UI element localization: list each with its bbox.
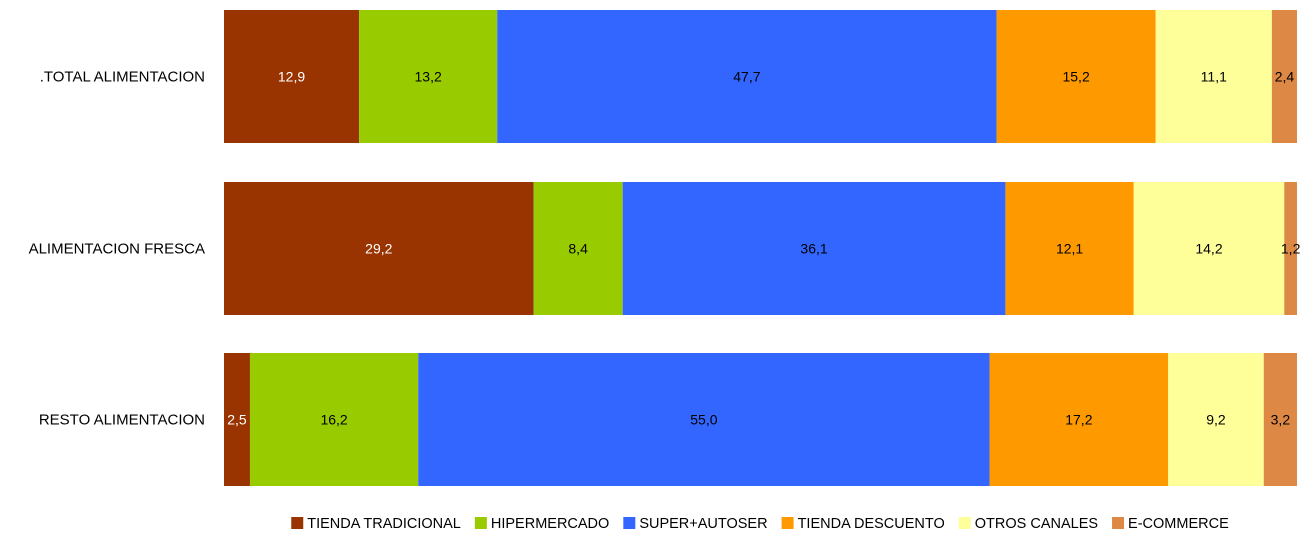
data-label: 47,7 [733, 69, 760, 85]
data-label: 36,1 [800, 241, 827, 257]
bar-segment [622, 182, 1006, 315]
category-labels: .TOTAL ALIMENTACION ALIMENTACION FRESCA RE… [29, 69, 205, 429]
bar-segment [1263, 353, 1297, 486]
bar-segment [224, 182, 534, 315]
legend-item: TIENDA TRADICIONAL [291, 516, 461, 532]
data-label: 14,2 [1195, 241, 1222, 257]
segment-labels: 12,9 13,2 47,7 15,2 11,1 2,4 29,2 8,4 36,1 12,1 14… [227, 69, 1300, 428]
bar-segment [249, 353, 419, 486]
legend-label: OTROS CANALES [975, 516, 1098, 532]
bar-segment [1133, 182, 1285, 315]
data-label: 13,2 [415, 69, 442, 85]
data-label: 15,2 [1062, 69, 1089, 85]
legend-swatch [474, 517, 487, 529]
bar-segment [1284, 182, 1297, 315]
legend-label: TIENDA DESCUENTO [798, 516, 945, 532]
bar-segment [989, 353, 1169, 486]
legend: TIENDA TRADICIONAL HIPERMERCADO SUPER+AUTO… [291, 516, 1229, 532]
bar-segment [1155, 10, 1272, 143]
legend-item: HIPERMERCADO [474, 516, 609, 532]
data-label: 12,9 [278, 69, 305, 85]
legend-item: OTROS CANALES [958, 516, 1098, 532]
legend-label: TIENDA TRADICIONAL [307, 516, 461, 532]
data-label: 55,0 [690, 412, 717, 428]
bar-segment [996, 10, 1156, 143]
category-label: ALIMENTACION FRESCA [29, 241, 205, 258]
data-label: 17,2 [1065, 412, 1092, 428]
data-label: 9,2 [1206, 412, 1226, 428]
legend-label: E-COMMERCE [1128, 516, 1229, 532]
bar-segment [1271, 10, 1297, 143]
data-label: 16,2 [320, 412, 347, 428]
data-label: 29,2 [365, 241, 392, 257]
legend-label: HIPERMERCADO [491, 516, 609, 532]
category-label: .TOTAL ALIMENTACION [40, 69, 205, 86]
bar-segment [359, 10, 498, 143]
legend-swatch [291, 517, 304, 529]
bar-segment [1005, 182, 1134, 315]
legend-item: E-COMMERCE [1112, 516, 1229, 532]
data-label: 1,2 [1281, 241, 1301, 257]
legend-item: SUPER+AUTOSER [623, 516, 768, 532]
legend-swatch [1112, 517, 1125, 529]
category-label: RESTO ALIMENTACION [39, 412, 205, 429]
bar-segment [1168, 353, 1264, 486]
bar-segment [497, 10, 997, 143]
data-label: 8,4 [568, 241, 588, 257]
legend-swatch [623, 517, 636, 529]
data-label: 12,1 [1056, 241, 1083, 257]
data-label: 2,5 [227, 412, 247, 428]
bar-segment [224, 353, 250, 486]
bar-segment [533, 182, 623, 315]
bar-segment [224, 10, 360, 143]
legend-item: TIENDA DESCUENTO [781, 516, 945, 532]
legend-label: SUPER+AUTOSER [639, 516, 767, 532]
data-label: 11,1 [1201, 69, 1227, 85]
bar-segment [418, 353, 990, 486]
data-label: 3,2 [1271, 412, 1291, 428]
legend-swatch [781, 517, 794, 529]
bars [224, 10, 1297, 486]
data-label: 2,4 [1275, 69, 1295, 85]
legend-swatch [958, 517, 971, 529]
